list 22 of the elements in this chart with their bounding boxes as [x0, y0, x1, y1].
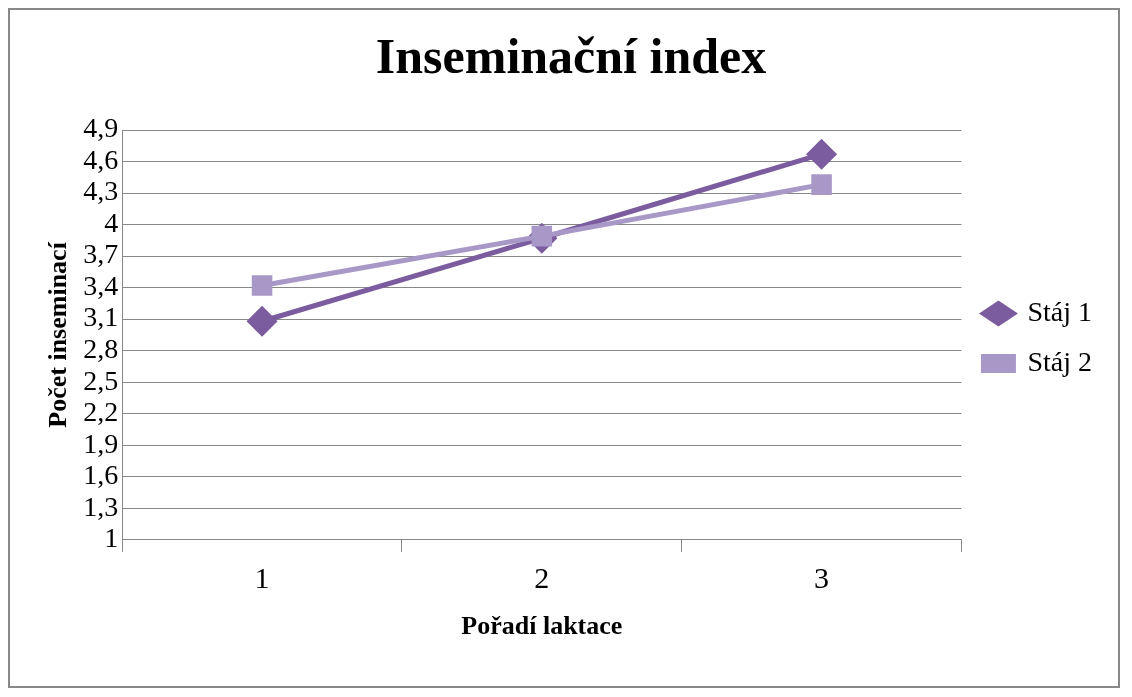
x-axis-title: Pořadí laktace: [461, 611, 623, 641]
y-tick-label: 1,3: [83, 490, 119, 522]
y-tick-label: 2,5: [83, 364, 119, 396]
y-tick-label: 4,3: [83, 175, 119, 207]
y-tick-label: 1,6: [83, 459, 119, 491]
y-tick-label: 1: [104, 522, 119, 554]
legend-label: Stáj 1: [1027, 295, 1092, 327]
chart-title: Inseminační index: [375, 27, 767, 84]
y-tick-label: 1,9: [83, 427, 119, 459]
y-tick-label: 4,9: [83, 112, 119, 144]
legend-label: Stáj 2: [1027, 345, 1092, 377]
y-tick-label: 3,1: [83, 301, 119, 333]
y-tick-label: 4: [104, 206, 119, 238]
x-tick-label: 1: [254, 560, 270, 594]
x-tick-label: 2: [534, 560, 550, 594]
x-tick-label: 3: [814, 560, 830, 594]
y-tick-label: 3,4: [83, 269, 119, 301]
y-tick-label: 4,6: [83, 143, 119, 175]
y-tick-label: 2,8: [83, 333, 119, 365]
y-tick-label: 2,2: [83, 396, 119, 428]
y-tick-label: 3,7: [83, 238, 119, 270]
y-axis-title: Počet inseminací: [43, 241, 73, 428]
